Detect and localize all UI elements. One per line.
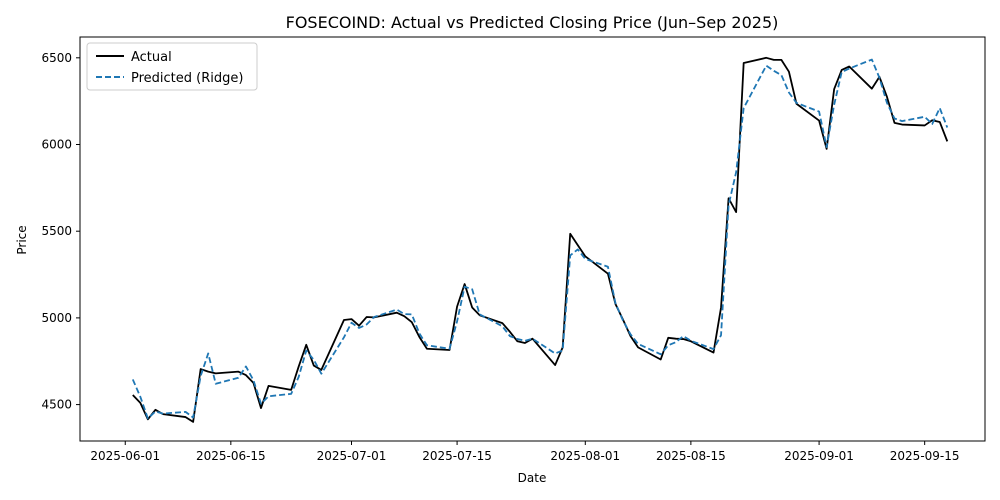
y-tick-label: 5500	[41, 224, 72, 238]
y-tick-label: 6000	[41, 138, 72, 152]
x-axis-label: Date	[518, 471, 547, 485]
y-tick-label: 6500	[41, 51, 72, 65]
legend-frame	[86, 42, 258, 91]
x-tick-label: 2025-06-15	[196, 449, 266, 463]
x-axis: 2025-06-01 2025-06-15 2025-07-01 2025-07-15…	[90, 441, 960, 463]
plot-area	[131, 56, 949, 423]
x-tick-label: 2025-08-01	[550, 449, 620, 463]
x-tick-label: 2025-09-15	[890, 449, 960, 463]
series-line-predicted	[131, 58, 949, 420]
x-tick-label: 2025-09-01	[784, 449, 854, 463]
legend-label-actual: Actual	[131, 50, 172, 65]
series-line-actual	[132, 56, 949, 423]
chart-title: FOSECOIND: Actual vs Predicted Closing P…	[286, 13, 779, 32]
x-tick-label: 2025-07-01	[317, 449, 387, 463]
x-tick-label: 2025-07-15	[422, 449, 492, 463]
y-tick-label: 5000	[41, 311, 72, 325]
legend-label-predicted: Predicted (Ridge)	[131, 71, 243, 86]
legend: Actual Predicted (Ridge)	[86, 42, 258, 91]
x-tick-label: 2025-08-15	[656, 449, 726, 463]
x-tick-label: 2025-06-01	[90, 449, 160, 463]
y-tick-label: 4500	[41, 398, 72, 412]
y-axis: 4500 5000 5500 6000 6500	[41, 51, 80, 412]
plot-frame	[79, 36, 986, 442]
y-axis-label: Price	[15, 225, 29, 254]
